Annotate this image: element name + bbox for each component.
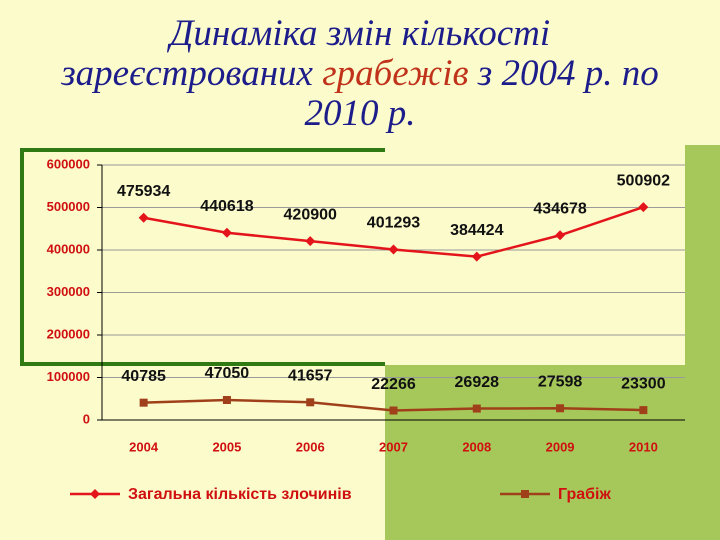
data-label: 47050 bbox=[205, 365, 250, 382]
decor-line bbox=[20, 148, 24, 366]
data-point bbox=[556, 404, 565, 413]
chart-title: Динаміка змін кількості зареєстрованих г… bbox=[20, 14, 700, 134]
legend-label: Грабіж bbox=[558, 486, 611, 503]
data-label: 440618 bbox=[200, 198, 253, 215]
decor-line bbox=[22, 148, 385, 152]
legend-label: Загальна кількість злочинів bbox=[128, 486, 352, 503]
legend-marker bbox=[521, 490, 529, 498]
data-label: 420900 bbox=[284, 206, 337, 223]
decor-line bbox=[22, 362, 385, 366]
decor-block bbox=[685, 145, 720, 540]
data-point bbox=[471, 251, 482, 262]
data-point bbox=[222, 396, 231, 405]
data-label: 475934 bbox=[117, 183, 170, 200]
x-tick-label: 2004 bbox=[129, 439, 159, 454]
data-label: 27598 bbox=[538, 373, 583, 390]
data-label: 434678 bbox=[533, 200, 586, 217]
title-part: Динаміка змін кількості bbox=[169, 13, 551, 54]
data-point bbox=[638, 202, 649, 213]
data-label: 40785 bbox=[121, 368, 166, 385]
y-tick-label: 500000 bbox=[47, 199, 90, 214]
title-part: 2010 р. bbox=[304, 93, 416, 134]
data-point bbox=[221, 227, 232, 238]
legend-marker bbox=[90, 489, 100, 499]
x-tick-label: 2007 bbox=[379, 439, 408, 454]
title-highlight: грабежів bbox=[322, 53, 469, 94]
data-point bbox=[306, 398, 315, 407]
data-label: 23300 bbox=[621, 375, 666, 392]
y-tick-label: 600000 bbox=[47, 156, 90, 171]
data-point bbox=[388, 244, 399, 255]
data-point bbox=[138, 212, 149, 223]
title-part: з 2004 р. по bbox=[468, 53, 659, 94]
y-tick-label: 200000 bbox=[47, 326, 90, 341]
data-point bbox=[389, 406, 398, 415]
decor-block bbox=[385, 365, 720, 540]
y-tick-label: 0 bbox=[83, 411, 90, 426]
x-tick-label: 2009 bbox=[546, 439, 575, 454]
data-point bbox=[139, 398, 148, 407]
data-label: 500902 bbox=[617, 172, 670, 189]
x-tick-label: 2008 bbox=[462, 439, 491, 454]
y-tick-label: 300000 bbox=[47, 284, 90, 299]
data-label: 26928 bbox=[455, 374, 500, 391]
plot: 0 100000 200000 300000 400000 500000 600000 200… bbox=[47, 156, 685, 503]
data-point bbox=[472, 404, 481, 413]
data-label: 22266 bbox=[371, 376, 416, 393]
x-tick-label: 2010 bbox=[629, 439, 658, 454]
data-label: 401293 bbox=[367, 215, 420, 232]
data-label: 41657 bbox=[288, 368, 333, 385]
x-tick-label: 2005 bbox=[212, 439, 241, 454]
data-point bbox=[555, 230, 566, 241]
y-tick-label: 400000 bbox=[47, 241, 90, 256]
y-tick-label: 100000 bbox=[47, 369, 90, 384]
data-label: 384424 bbox=[450, 222, 503, 239]
data-point bbox=[639, 406, 648, 415]
title-part: зареєстрованих bbox=[61, 53, 323, 94]
data-point bbox=[305, 236, 316, 247]
x-tick-label: 2006 bbox=[296, 439, 325, 454]
